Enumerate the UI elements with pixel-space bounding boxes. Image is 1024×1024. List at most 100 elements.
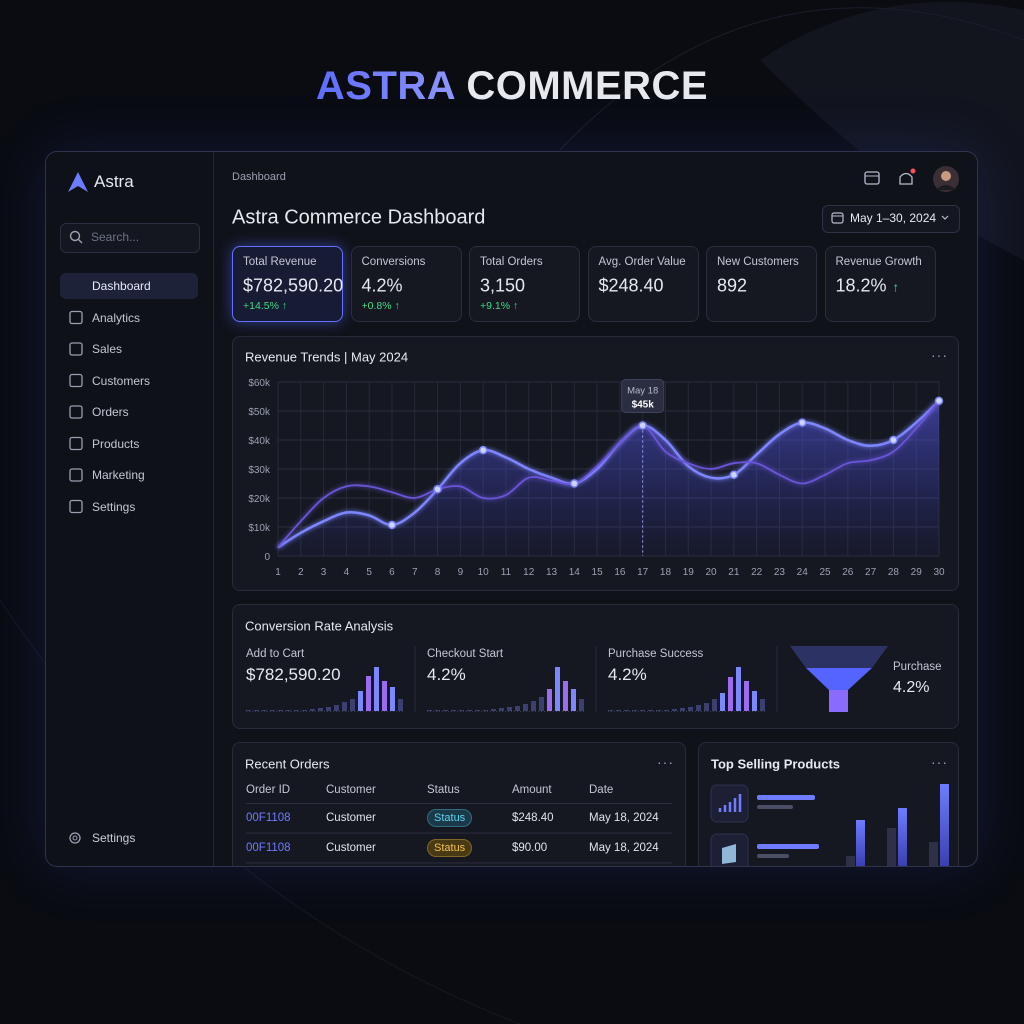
x-tick-label: 3	[321, 567, 327, 578]
hero-accent: ASTRA	[315, 64, 455, 108]
menu-dots[interactable]: ···	[931, 347, 948, 363]
x-tick-label: 22	[751, 567, 763, 578]
x-tick-label: 8	[435, 567, 441, 578]
nav-item[interactable]: Customers	[92, 373, 151, 388]
nav-item[interactable]: Dashboard	[92, 279, 151, 293]
conversion-title: Conversion Rate Analysis	[245, 618, 394, 634]
product-icon	[718, 794, 742, 812]
mini-bar	[467, 710, 472, 711]
nav-item[interactable]: Orders	[92, 405, 129, 419]
mini-bar	[648, 710, 653, 711]
menu-dots[interactable]: ···	[657, 754, 674, 770]
placeholder-bar	[757, 795, 815, 800]
kpi-value: 3,150	[480, 275, 526, 296]
mini-bar	[427, 710, 432, 711]
nav-item[interactable]: Analytics	[92, 310, 141, 325]
stage-value: 4.2%	[608, 665, 647, 684]
product-bar	[846, 856, 855, 866]
nav-icon	[69, 373, 83, 388]
dashboard-layer: Astra Search... Settings Dashboard Astra…	[46, 152, 977, 866]
mini-bar	[326, 707, 331, 711]
nav-item[interactable]: Sales	[92, 342, 123, 356]
mini-bar	[515, 706, 520, 711]
stage-value: 4.2%	[427, 665, 466, 684]
kpi-card[interactable]	[587, 246, 699, 322]
mini-bar	[664, 710, 669, 711]
x-tick-label: 28	[888, 567, 900, 578]
product-bar	[898, 808, 907, 866]
point-marker	[387, 520, 397, 530]
mini-bar	[632, 710, 637, 711]
placeholder-bar	[757, 854, 789, 858]
menu-dots[interactable]: ···	[931, 754, 948, 770]
column-header: Order ID	[246, 784, 291, 796]
nav-item[interactable]: Settings	[92, 499, 136, 514]
x-tick-label: 27	[865, 567, 877, 578]
sidebar-footer[interactable]: Settings	[92, 831, 136, 845]
mini-bar	[736, 667, 741, 711]
table-cell: Customer	[326, 812, 376, 824]
nav-item[interactable]: Marketing	[92, 468, 145, 482]
status-pill[interactable]: Status	[427, 809, 473, 827]
tooltip-box	[621, 379, 665, 413]
point-marker	[478, 445, 488, 455]
kpi-value: 892	[717, 275, 748, 296]
mini-bar	[688, 707, 693, 711]
mini-bar	[523, 704, 528, 711]
mini-bar	[246, 710, 251, 711]
hero-title: ASTRA COMMERCE	[0, 64, 1024, 109]
mini-bar	[382, 681, 387, 711]
mini-bar	[459, 710, 464, 711]
x-tick-label: 26	[842, 567, 854, 578]
brand: Astra	[94, 172, 134, 191]
mini-bar	[398, 699, 403, 711]
kpi-card[interactable]	[350, 246, 462, 322]
date-picker[interactable]	[822, 205, 960, 233]
funnel-middle	[806, 668, 872, 690]
nav-icon	[69, 436, 83, 451]
kpi-card[interactable]	[824, 246, 936, 322]
kpi-value: $782,590.20	[243, 275, 344, 296]
x-tick-label: 29	[911, 567, 923, 578]
brand-logo	[68, 172, 88, 192]
mini-bar	[656, 710, 661, 711]
x-tick-label: 9	[458, 567, 464, 578]
mini-bar	[616, 710, 621, 711]
kpi-card[interactable]	[469, 246, 580, 322]
mini-bar	[334, 705, 339, 711]
column-header: Status	[427, 784, 460, 796]
mini-bar	[451, 710, 456, 711]
table-cell: $90.00	[512, 842, 548, 854]
status-pill[interactable]: Status	[427, 839, 473, 857]
kpi-label: Revenue Growth	[835, 256, 922, 268]
kpi-label: New Customers	[717, 256, 799, 268]
breadcrumb: Dashboard	[232, 171, 286, 183]
mini-bar	[294, 710, 299, 711]
mini-bar	[491, 709, 496, 711]
nav-item[interactable]: Products	[92, 436, 140, 451]
tooltip-date: May 18	[627, 386, 658, 397]
order-id[interactable]: 00F1108	[246, 812, 291, 824]
kpi-card[interactable]	[706, 246, 817, 322]
search-icon	[69, 230, 83, 244]
product-icon	[722, 844, 736, 864]
mini-bar	[640, 710, 645, 711]
point-marker	[638, 421, 647, 430]
kpi-card[interactable]	[232, 246, 343, 322]
x-tick-label: 24	[797, 567, 809, 578]
mini-bar	[507, 707, 512, 711]
x-tick-label: 1	[275, 567, 281, 578]
search-box[interactable]	[60, 223, 200, 253]
mini-bar	[752, 691, 757, 711]
x-tick-label: 13	[546, 567, 558, 578]
tooltip-value: $45k	[632, 400, 655, 411]
kpi-label: Total Revenue	[243, 256, 317, 268]
order-id[interactable]: 00F1108	[246, 842, 291, 854]
x-tick-label: 21	[728, 567, 740, 578]
line	[277, 400, 940, 548]
page-title: Astra Commerce Dashboard	[232, 206, 486, 229]
x-tick-label: 4	[344, 567, 350, 578]
placeholder-bar	[757, 805, 793, 809]
mini-bar	[286, 710, 291, 711]
funnel-top	[790, 646, 888, 668]
